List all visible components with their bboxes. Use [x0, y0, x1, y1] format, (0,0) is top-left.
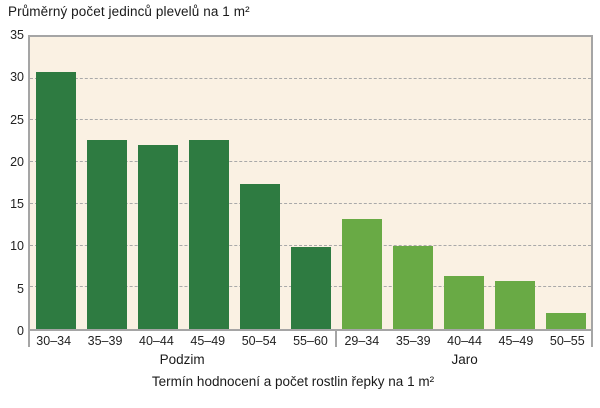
x-tick-label-podzim-35–39: 35–39: [87, 334, 123, 348]
bar-slot: [81, 37, 132, 329]
plot-area: [28, 35, 593, 331]
y-tick-label-0: 0: [17, 324, 24, 338]
group-label-podzim: Podzim: [159, 352, 205, 367]
y-tick-label-10: 10: [10, 239, 24, 254]
x-axis-title: Termín hodnocení a počet rostlin řepky n…: [151, 374, 435, 389]
group-labels: Podzim Jaro: [28, 352, 593, 367]
x-tick-label-jaro-40–44: 40–44: [447, 334, 482, 348]
bar-jaro-35–39: [392, 246, 433, 329]
bar-slot: [285, 37, 336, 329]
axis-separator-right: [591, 331, 593, 347]
x-tick-label-podzim-40–44: 40–44: [139, 334, 174, 348]
axis-separator-left: [28, 331, 30, 347]
x-tick-label-jaro-45–49: 45–49: [498, 334, 534, 348]
y-tick-label-25: 25: [10, 112, 24, 127]
x-tick-labels: 30–34 35–39 40–44 45–49 50–54 55–60 29–34 35–39…: [28, 334, 593, 348]
x-tick-label-podzim-55–60: 55–60: [293, 334, 328, 348]
bar-jaro-40–44: [443, 276, 484, 329]
gridline-10: [30, 244, 591, 246]
x-tick-label-podzim-50–54: 50–54: [241, 334, 277, 348]
bar-jaro-29–34: [341, 218, 382, 329]
gridline-30: [30, 77, 591, 79]
x-tick-label-podzim-30–34: 30–34: [36, 334, 72, 348]
bar-podzim-40–44: [137, 144, 178, 329]
y-tick-label-35: 35: [10, 28, 24, 42]
bar-slot: [387, 37, 438, 329]
gridline-15: [30, 202, 591, 204]
bar-slot: [336, 37, 387, 329]
y-tick-label-15: 15: [10, 197, 24, 212]
bar-slot: [234, 37, 285, 329]
y-tick-label-5: 5: [17, 281, 24, 296]
gridline-20: [30, 161, 591, 163]
x-tick-label-jaro-29–34: 29–34: [344, 334, 380, 348]
gridline-25: [30, 119, 591, 121]
bar-slot: [30, 37, 81, 329]
y-tick-label-30: 30: [10, 70, 24, 85]
bar-slot: [540, 37, 591, 329]
x-tick-label-podzim-45–49: 45–49: [190, 334, 226, 348]
bars-row: [30, 37, 591, 329]
y-axis-labels: 0 5 10 15 20 25 30 35: [0, 28, 24, 338]
chart-title: Průměrný počet jedinců plevelů na 1 m²: [8, 4, 250, 19]
bar-slot: [132, 37, 183, 329]
bar-podzim-55–60: [290, 247, 331, 329]
x-tick-label-jaro-50–55: 50–55: [549, 334, 585, 348]
y-tick-label-20: 20: [10, 154, 24, 169]
bar-podzim-30–34: [35, 72, 76, 329]
bar-podzim-50–54: [239, 183, 280, 329]
bar-slot: [183, 37, 234, 329]
bar-slot: [438, 37, 489, 329]
bar-podzim-45–49: [188, 139, 229, 329]
axis-separator-groups: [335, 331, 337, 347]
group-label-jaro: Jaro: [451, 352, 478, 367]
bar-slot: [489, 37, 540, 329]
x-tick-label-jaro-35–39: 35–39: [395, 334, 431, 348]
bar-podzim-35–39: [86, 140, 127, 329]
bar-jaro-50–55: [545, 313, 586, 329]
bar-jaro-45–49: [494, 281, 535, 329]
